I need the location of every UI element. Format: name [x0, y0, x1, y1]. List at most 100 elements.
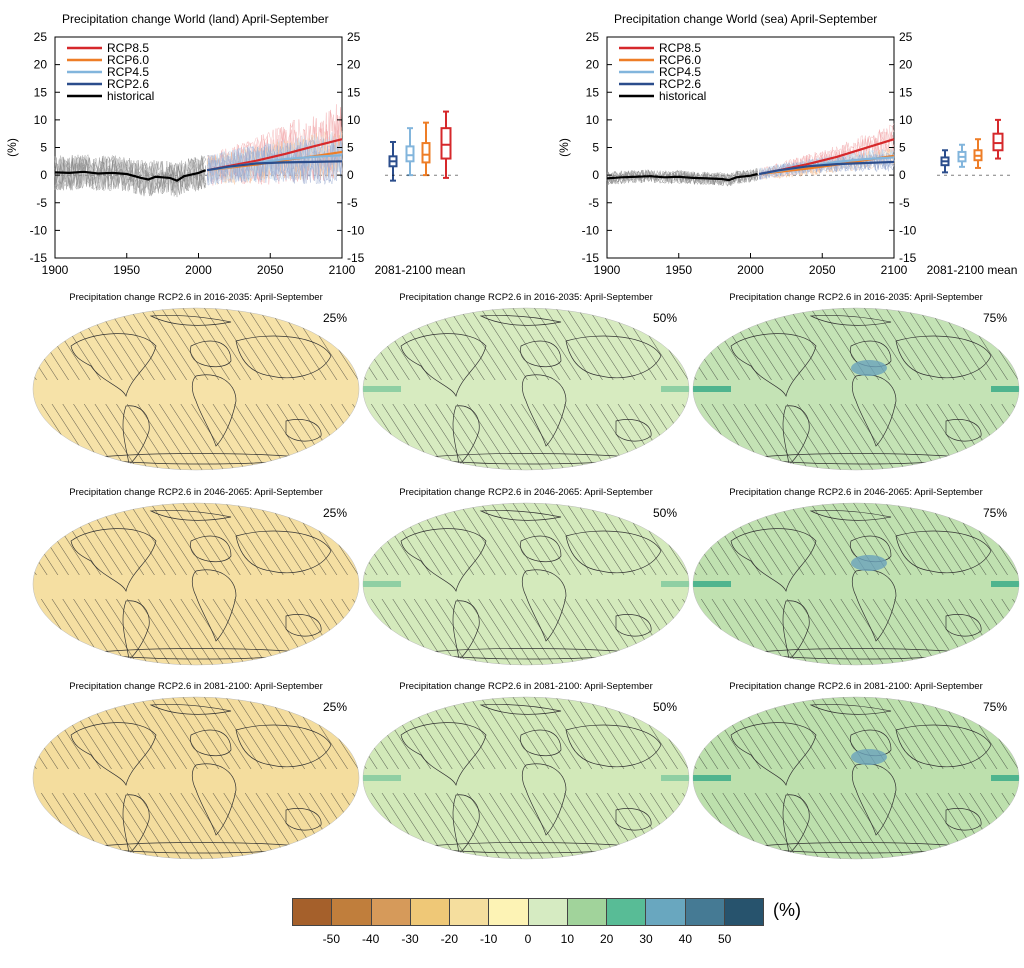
- map-panel: Precipitation change RCP2.6 in 2046-2065…: [691, 487, 1021, 667]
- x-tick-label: 1950: [665, 263, 692, 277]
- hatch-region-north: [363, 503, 689, 575]
- legend-label: RCP4.5: [659, 65, 701, 79]
- y-axis-label: (%): [5, 138, 19, 157]
- y-tick-label-right: 0: [899, 168, 906, 182]
- colorbar-tick-label: 50: [717, 932, 732, 946]
- y-tick-label: 10: [586, 113, 600, 127]
- hatch-region-south: [363, 793, 689, 859]
- x-tick-label: 2000: [737, 263, 764, 277]
- ensemble-member-rcp26: [206, 139, 343, 186]
- itcz-band-east: [661, 386, 689, 392]
- y-tick-label-right: 10: [347, 113, 361, 127]
- hatch-region-south: [33, 599, 359, 665]
- series-line-historical: [606, 172, 758, 182]
- legend-label: historical: [107, 89, 154, 103]
- y-tick-label-right: 0: [347, 168, 354, 182]
- y-tick-label: 5: [592, 141, 599, 155]
- sea-time-series-chart: -15 -15 -10 -10 -5 -5 0 0 5 5 10 10 15 15 20 20 25 25 1900…: [557, 30, 1018, 277]
- map-title: Precipitation change RCP2.6 in 2081-2100…: [399, 681, 653, 692]
- sahara-signal-patch: [851, 749, 887, 765]
- map-title: Precipitation change RCP2.6 in 2081-2100…: [69, 681, 323, 692]
- colorbar-cell: [607, 899, 647, 925]
- hatch-region-south: [33, 404, 359, 470]
- map-percentile-label: 50%: [652, 506, 677, 520]
- itcz-band-west: [693, 581, 731, 587]
- map-globe: [362, 502, 690, 666]
- colorbar-cell: [685, 899, 725, 925]
- y-tick-label-right: 25: [899, 30, 913, 44]
- colorbar-tick-label: 10: [560, 932, 575, 946]
- colorbar-cell: [489, 899, 529, 925]
- y-tick-label-right: 15: [347, 85, 361, 99]
- map-percentile-label: 25%: [322, 700, 347, 714]
- x-tick-label: 2050: [257, 263, 284, 277]
- y-tick-label-right: -5: [347, 196, 358, 210]
- box-axis-label: 2081-2100 mean: [375, 263, 466, 277]
- map-title: Precipitation change RCP2.6 in 2046-2065…: [399, 487, 653, 498]
- y-tick-label: -10: [30, 223, 48, 237]
- itcz-band-west: [363, 775, 401, 781]
- map-percentile-label: 25%: [322, 311, 347, 325]
- y-tick-label: 5: [40, 141, 47, 155]
- y-tick-label-right: 10: [899, 113, 913, 127]
- itcz-band-east: [661, 581, 689, 587]
- y-tick-label-right: 25: [347, 30, 361, 44]
- colorbar-tick-label: 20: [599, 932, 614, 946]
- colorbar-cell: [724, 899, 763, 925]
- y-tick-label: 15: [586, 85, 600, 99]
- colorbar-tick-label: 30: [639, 932, 653, 946]
- land-chart-title: Precipitation change World (land) April-…: [62, 12, 329, 26]
- legend-label: RCP6.0: [107, 53, 149, 67]
- legend-label: RCP4.5: [107, 65, 149, 79]
- map-panel: Precipitation change RCP2.6 in 2046-2065…: [361, 487, 691, 667]
- colorbar-cell: [293, 899, 333, 925]
- y-tick-label: 25: [34, 30, 48, 44]
- ensemble-member-rcp26: [206, 140, 343, 185]
- legend-label: RCP2.6: [659, 77, 701, 91]
- x-tick-label: 1900: [42, 263, 69, 277]
- y-tick-label: 15: [34, 85, 48, 99]
- itcz-band-west: [693, 386, 731, 392]
- colorbar-tick-label: -30: [401, 932, 419, 946]
- colorbar-cell: [567, 899, 607, 925]
- x-tick-label: 2000: [185, 263, 212, 277]
- y-tick-label: -15: [30, 251, 48, 265]
- colorbar-cell: [646, 899, 686, 925]
- itcz-band-west: [693, 775, 731, 781]
- map-globe: [32, 696, 360, 860]
- map-panel: Precipitation change RCP2.6 in 2016-2035…: [31, 292, 361, 472]
- land-time-series-chart: -15 -15 -10 -10 -5 -5 0 0 5 5 10 10 15 15 20 20 25 25 1900…: [5, 30, 466, 277]
- y-tick-label-right: -15: [347, 251, 365, 265]
- map-globe: [362, 307, 690, 471]
- x-tick-label: 2100: [881, 263, 908, 277]
- hatch-region-north: [33, 308, 359, 380]
- map-title: Precipitation change RCP2.6 in 2016-2035…: [69, 292, 323, 303]
- ensemble-member-rcp45: [206, 134, 343, 185]
- y-tick-label: 20: [34, 58, 48, 72]
- y-tick-label: 25: [586, 30, 600, 44]
- x-tick-label: 1950: [113, 263, 140, 277]
- map-globe: [32, 502, 360, 666]
- map-title: Precipitation change RCP2.6 in 2081-2100…: [729, 681, 983, 692]
- colorbar-tick-label: -40: [361, 932, 380, 946]
- y-tick-label: 0: [40, 168, 47, 182]
- y-tick-label-right: 5: [347, 141, 354, 155]
- legend-label: RCP6.0: [659, 53, 701, 67]
- series-line-rcp26: [206, 160, 343, 172]
- map-panel: Precipitation change RCP2.6 in 2081-2100…: [31, 681, 361, 861]
- box-axis-label: 2081-2100 mean: [927, 263, 1018, 277]
- box-iqr-rcp85: [992, 132, 1004, 152]
- legend-label: historical: [659, 89, 706, 103]
- hatch-region-north: [33, 503, 359, 575]
- map-globe: [692, 502, 1020, 666]
- sahara-signal-patch: [851, 360, 887, 376]
- hatch-region-south: [363, 599, 689, 665]
- map-title: Precipitation change RCP2.6 in 2016-2035…: [399, 292, 653, 303]
- box-iqr-rcp85: [440, 127, 452, 160]
- legend-label: RCP8.5: [659, 41, 701, 55]
- itcz-band-east: [991, 775, 1019, 781]
- series-line-historical: [54, 169, 207, 182]
- box-iqr-rcp45: [405, 145, 415, 163]
- map-percentile-label: 25%: [322, 506, 347, 520]
- itcz-band-west: [363, 581, 401, 587]
